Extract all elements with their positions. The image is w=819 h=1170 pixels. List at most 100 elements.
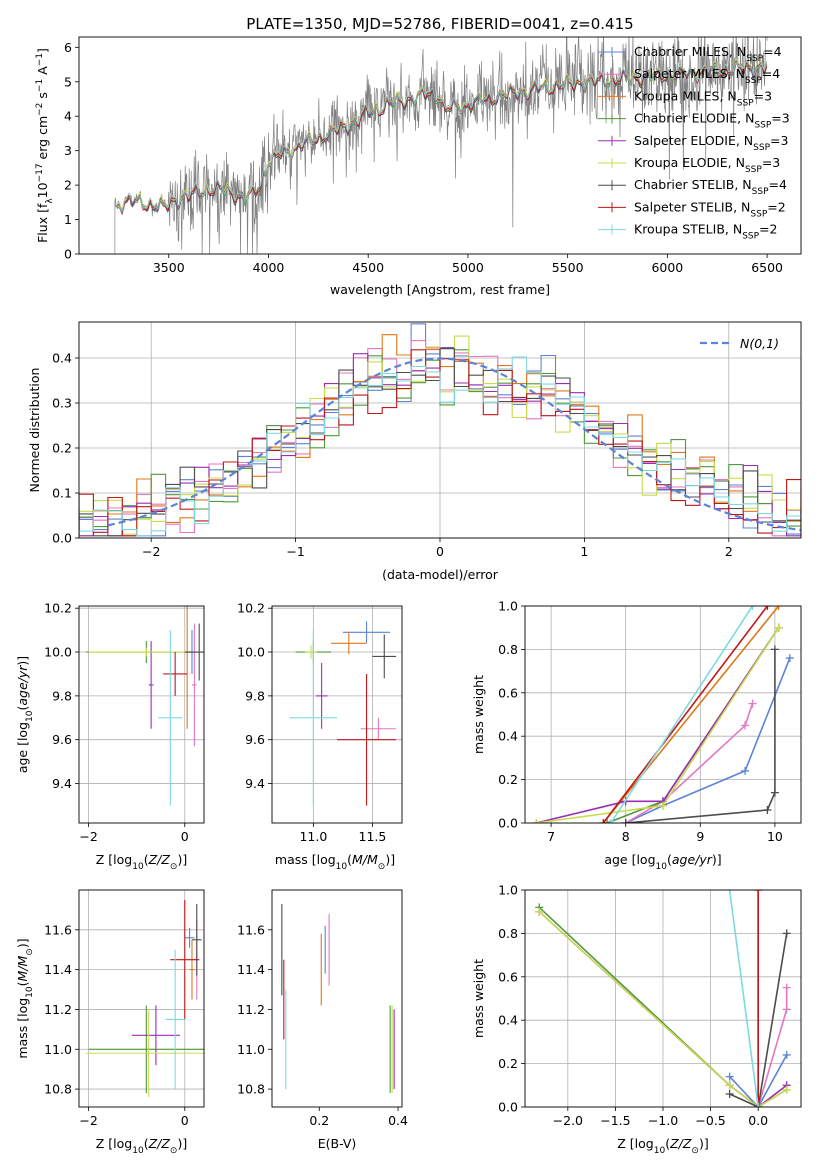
weight-marker-salpeter_miles <box>782 1005 791 1014</box>
y-tick-label: 11.4 <box>237 962 265 977</box>
legend-label: Salpeter ELODIE, NSSP=3 <box>634 133 788 153</box>
x-tick-label: −2 <box>79 829 97 844</box>
x-tick-label: 4500 <box>352 260 384 275</box>
weight-line-kroupa_stelib <box>610 606 754 823</box>
weight-marker-chabrier_stelib <box>770 645 779 654</box>
y-tick-label: 11.0 <box>237 1042 265 1057</box>
y-tick-label: 0.8 <box>498 642 518 657</box>
weight-marker-kroupa_elodie <box>532 819 541 823</box>
weight-marker-chabrier_stelib <box>763 805 772 814</box>
legend-label: Kroupa MILES, NSSP=3 <box>634 88 772 108</box>
plot-area <box>289 621 397 806</box>
axes-frame <box>524 889 802 1108</box>
y-tick-label: 11.6 <box>237 922 265 937</box>
y-tick-label: 0.2 <box>52 441 72 456</box>
mass-vs-metallicity-panel: −2 0 10.8 11.0 11.2 11.4 11.6 Z [log10(Z/Z⊙)] ma… <box>15 889 205 1156</box>
weight-marker-kroupa_stelib <box>725 890 734 894</box>
x-tick-label: 0.0 <box>748 1113 768 1128</box>
weight-line-chabrier_stelib <box>729 933 788 1107</box>
x-axis-label: Z [log10(Z/Z⊙)] <box>96 1136 187 1156</box>
x-tick-label: 5500 <box>552 260 584 275</box>
y-tick-label: 0.1 <box>52 486 72 501</box>
y-axis-label: mass weight <box>471 959 486 1038</box>
model-line-kroupa_elodie <box>116 58 768 211</box>
legend-label: Salpeter MILES, NSSP=4 <box>634 66 780 86</box>
grid <box>79 606 204 823</box>
y-tick-label: 10.0 <box>237 645 265 660</box>
residuals-panel: −2 −1 0 1 2 0.0 0.1 0.2 0.3 0.4 N(0,1) (data-model)… <box>27 321 802 582</box>
y-tick-label: 0.0 <box>498 816 518 831</box>
weight-marker-chabrier_stelib <box>782 929 791 938</box>
x-axis-label: (data-model)/error <box>382 567 499 582</box>
weight-marker-chabrier_miles <box>741 766 750 775</box>
axes-frame <box>78 321 802 539</box>
x-axis-label: wavelength [Angstrom, rest frame] <box>330 282 550 297</box>
spectrum-panel: 3500 4000 4500 5000 5500 6000 6500 0 1 2 3 4 5 6 Chabr… <box>35 36 802 297</box>
x-tick-label: 9 <box>696 829 704 844</box>
y-tick-label: 0.4 <box>498 729 518 744</box>
weight-marker-salpeter_stelib <box>763 606 772 610</box>
weight-line-salpeter_elodie <box>536 627 780 823</box>
x-tick-label: −2.0 <box>553 1113 583 1128</box>
x-tick-label: 0 <box>181 829 189 844</box>
y-axis-label: mass [log10(M/M⊙)] <box>15 938 35 1058</box>
weight-marker-kroupa_elodie <box>725 1081 734 1090</box>
y-tick-label: 9.6 <box>52 732 72 747</box>
x-tick-label: −2 <box>79 1113 97 1128</box>
weight-marker-salpeter_stelib <box>599 819 608 823</box>
weight-marker-chabrier_miles <box>785 654 794 663</box>
x-axis-label: mass [log10(M/M⊙)] <box>275 852 395 872</box>
y-tick-label: 4 <box>64 109 72 124</box>
x-tick-label: 6000 <box>651 260 683 275</box>
weight-marker-kroupa_miles <box>774 606 783 610</box>
x-tick-label: 2 <box>725 544 733 559</box>
x-tick-label: −2 <box>142 544 160 559</box>
y-tick-label: 0.4 <box>498 1013 518 1028</box>
plot-area <box>114 37 768 254</box>
y-tick-label: 1.0 <box>498 599 518 614</box>
y-tick-label: 11.2 <box>44 1002 72 1017</box>
weight-line-chabrier_miles <box>625 657 791 823</box>
y-tick-label: 0.2 <box>498 772 518 787</box>
y-axis-label: Flux [fλ10−17 erg cm−2 s−1 A−1] <box>35 48 55 243</box>
axes-frame <box>271 889 403 1108</box>
weight-marker-kroupa_elodie <box>659 801 667 810</box>
y-tick-label: 0.4 <box>52 351 72 366</box>
massweight-vs-age-panel: 7 8 9 10 0.0 0.2 0.4 0.6 0.8 1.0 age [log10(age/yr… <box>471 599 802 872</box>
y-tick-label: 0 <box>64 247 72 262</box>
legend-label: Salpeter STELIB, NSSP=2 <box>634 199 786 219</box>
legend-label: Chabrier MILES, NSSP=4 <box>634 44 782 64</box>
plot-area <box>281 903 395 1094</box>
axes-frame <box>78 36 802 255</box>
y-tick-label: 5 <box>64 74 72 89</box>
x-tick-label: 3500 <box>153 260 185 275</box>
x-tick-label: 6500 <box>751 260 783 275</box>
y-axis-label: Normed distribution <box>27 368 42 493</box>
x-tick-label: 1 <box>580 544 588 559</box>
y-tick-label: 9.4 <box>245 776 265 791</box>
y-tick-label: 0.0 <box>52 531 72 546</box>
weight-line-salpeter_miles <box>625 703 754 823</box>
axes-frame <box>524 605 802 824</box>
y-tick-label: 6 <box>64 40 72 55</box>
massweight-vs-metallicity-panel: −2.0 −1.5 −1.0 −0.5 0.0 0.0 0.2 0.4 0.6 0.8 1.0 Z [… <box>471 883 802 1156</box>
x-tick-label: 11.5 <box>359 829 387 844</box>
model-line-kroupa_stelib <box>116 59 768 214</box>
y-tick-label: 1.0 <box>498 883 518 898</box>
y-tick-label: 0.0 <box>498 1100 518 1115</box>
weight-marker-salpeter_miles <box>741 721 750 730</box>
x-tick-label: −1 <box>286 544 304 559</box>
y-tick-label: 11.0 <box>44 1042 72 1057</box>
y-tick-label: 0.6 <box>498 685 518 700</box>
y-tick-label: 10.8 <box>237 1082 265 1097</box>
figure-title: PLATE=1350, MJD=52786, FIBERID=0041, z=0… <box>246 15 633 33</box>
weight-marker-chabrier_stelib <box>621 819 630 823</box>
x-tick-label: 0.4 <box>388 1113 408 1128</box>
weight-marker-kroupa_stelib <box>754 1103 763 1107</box>
weight-line-salpeter_stelib <box>602 606 769 823</box>
weight-marker-kroupa_elodie <box>535 907 544 916</box>
x-axis-label: Z [log10(Z/Z⊙)] <box>96 852 187 872</box>
y-tick-label: 2 <box>64 178 72 193</box>
x-tick-label: 0 <box>436 544 444 559</box>
